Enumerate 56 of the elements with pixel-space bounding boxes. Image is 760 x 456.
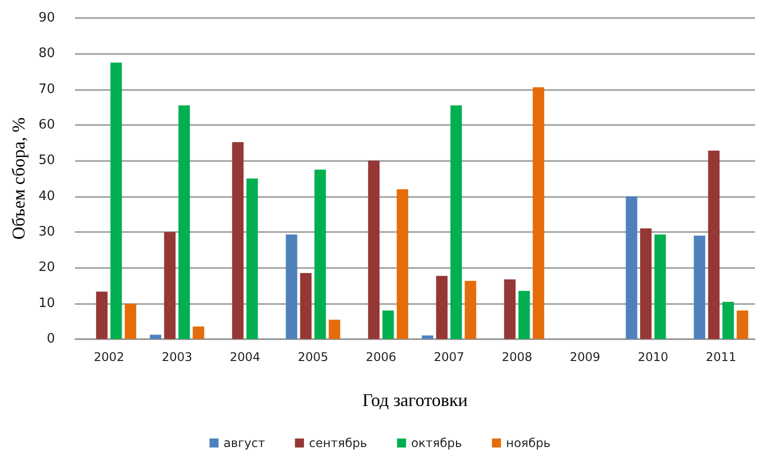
x-tick-label: 2008 bbox=[502, 350, 532, 364]
bar bbox=[382, 310, 394, 339]
x-axis-title: Год заготовки bbox=[362, 390, 468, 410]
bar bbox=[286, 234, 298, 339]
y-tick-label: 30 bbox=[38, 224, 55, 240]
bar bbox=[246, 178, 258, 339]
bar bbox=[464, 280, 476, 339]
bar bbox=[96, 292, 108, 339]
bar bbox=[436, 276, 448, 339]
x-tick-label: 2004 bbox=[230, 350, 260, 364]
bar bbox=[164, 232, 176, 339]
x-tick-label: 2006 bbox=[366, 350, 396, 364]
bar bbox=[192, 326, 204, 339]
bar bbox=[150, 334, 162, 339]
bar bbox=[708, 150, 720, 339]
x-tick-label: 2005 bbox=[298, 350, 328, 364]
bar bbox=[422, 335, 434, 339]
bar bbox=[328, 320, 340, 339]
bar bbox=[450, 105, 462, 339]
bar bbox=[178, 105, 190, 339]
y-tick-label: 90 bbox=[38, 10, 55, 26]
y-tick-label: 20 bbox=[38, 260, 55, 276]
bar bbox=[532, 87, 544, 339]
legend-label: ноябрь bbox=[506, 436, 550, 450]
legend-label: август bbox=[224, 436, 265, 450]
y-axis-title: Объем сбора, % bbox=[8, 117, 29, 240]
legend-label: сентябрь bbox=[308, 436, 368, 450]
x-tick-label: 2007 bbox=[434, 350, 464, 364]
y-tick-label: 60 bbox=[38, 118, 55, 132]
bar bbox=[232, 142, 244, 339]
y-tick-label: 0 bbox=[46, 332, 55, 346]
legend-label: октябрь bbox=[411, 436, 462, 450]
y-tick-label: 10 bbox=[38, 296, 55, 311]
x-tick-label: 2010 bbox=[638, 350, 668, 364]
y-tick-label: 50 bbox=[38, 153, 55, 168]
bar bbox=[518, 290, 530, 339]
bar bbox=[736, 310, 748, 339]
bar bbox=[368, 160, 380, 339]
bar bbox=[300, 273, 312, 339]
x-tick-label: 2011 bbox=[706, 350, 736, 364]
bar bbox=[654, 234, 666, 339]
x-tick-label: 2009 bbox=[570, 350, 600, 364]
bar bbox=[504, 279, 516, 339]
x-tick-label: 2003 bbox=[162, 350, 192, 364]
bar bbox=[124, 304, 136, 339]
bar bbox=[626, 196, 638, 339]
bar bbox=[694, 236, 706, 339]
y-tick-label: 70 bbox=[38, 82, 55, 97]
bar bbox=[640, 228, 652, 339]
bar bbox=[396, 189, 408, 339]
x-tick-label: 2002 bbox=[94, 350, 124, 364]
bar bbox=[314, 170, 326, 339]
y-tick-label: 40 bbox=[38, 188, 55, 204]
y-tick-label: 80 bbox=[38, 46, 55, 62]
bar bbox=[722, 302, 734, 339]
bar bbox=[110, 62, 122, 339]
